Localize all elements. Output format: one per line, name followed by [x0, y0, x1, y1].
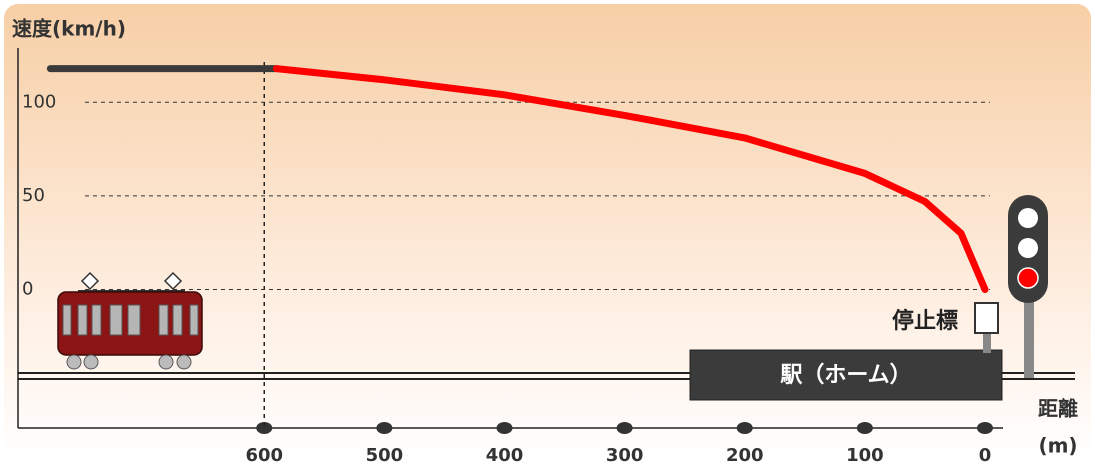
x-tick-mark: [976, 422, 993, 434]
y-tick-label: 100: [22, 91, 56, 112]
x-tick-mark: [856, 422, 873, 434]
stop-marker-label: 停止標: [892, 308, 958, 334]
x-tick-label: 600: [245, 445, 283, 465]
x-tick-label: 0: [979, 445, 992, 465]
x-axis-unit: (m): [1038, 434, 1077, 458]
x-tick-label: 400: [486, 445, 524, 465]
x-tick-mark: [616, 422, 633, 434]
x-tick-mark: [736, 422, 753, 434]
station-platform: [689, 349, 1003, 401]
x-tick-label: 100: [846, 445, 884, 465]
y-tick-label: 0: [22, 278, 33, 299]
x-tick-mark: [376, 422, 393, 434]
x-tick-label: 300: [606, 445, 644, 465]
station-label: 駅（ホーム）: [780, 363, 911, 388]
speed-curve: [272, 65, 989, 293]
stop-marker: [974, 302, 999, 334]
x-axis-label: 距離: [1038, 397, 1078, 421]
stop-marker-post: [983, 333, 991, 353]
background: [4, 4, 1091, 461]
signal: [1008, 195, 1048, 378]
x-tick-mark: [256, 422, 273, 434]
y-axis-label: 速度(km/h): [12, 17, 126, 41]
y-tick-label: 50: [22, 185, 45, 206]
x-tick-mark: [496, 422, 513, 434]
x-tick-label: 200: [726, 445, 764, 465]
x-tick-label: 500: [366, 445, 404, 465]
